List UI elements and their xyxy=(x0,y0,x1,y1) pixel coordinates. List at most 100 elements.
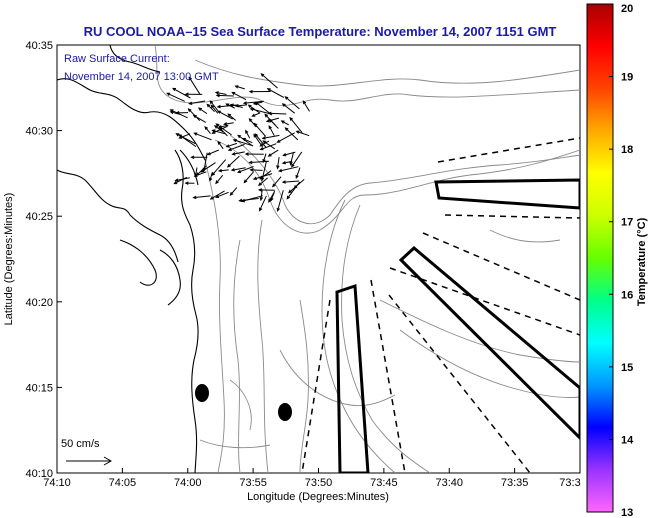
y-axis-ticks: 40:35 40:30 40:25 40:20 40:15 40:10 xyxy=(25,40,62,480)
current-vector-head xyxy=(295,174,299,179)
dashed-transects xyxy=(301,137,580,473)
current-vector xyxy=(268,125,275,136)
current-vector xyxy=(170,111,182,116)
current-vector-head xyxy=(276,139,281,143)
current-vector xyxy=(277,190,284,211)
current-vector-head xyxy=(252,176,257,180)
current-vector-head xyxy=(192,195,197,200)
current-vector-head xyxy=(268,198,272,203)
current-vector-head xyxy=(260,73,265,77)
current-vector-head xyxy=(209,196,214,200)
x-tick-label: 73:50 xyxy=(305,477,333,489)
current-vector-head xyxy=(231,91,236,96)
current-vector xyxy=(211,159,227,176)
station-marker xyxy=(278,403,292,421)
current-vector xyxy=(231,167,246,171)
current-vector xyxy=(219,169,229,172)
current-vector xyxy=(262,140,276,150)
current-vector xyxy=(286,188,296,199)
current-vector-head xyxy=(184,181,189,185)
current-vector-head xyxy=(265,119,270,123)
current-vector xyxy=(259,195,267,211)
current-vector-head xyxy=(208,177,213,182)
current-vector-head xyxy=(261,136,266,140)
current-vector xyxy=(288,179,305,193)
current-vector xyxy=(242,138,253,144)
scale-label: 50 cm/s xyxy=(61,438,100,450)
current-vector xyxy=(239,198,259,202)
current-vector-head xyxy=(267,153,272,157)
current-vector-head xyxy=(289,116,294,121)
current-vector-head xyxy=(237,134,242,139)
y-tick-label: 40:30 xyxy=(25,126,53,138)
current-vector xyxy=(230,187,238,196)
current-vector xyxy=(268,112,287,115)
y-tick-label: 40:20 xyxy=(25,297,53,309)
current-vector-head xyxy=(197,107,202,111)
x-tick-label: 74:05 xyxy=(109,477,137,489)
y-tick-label: 40:25 xyxy=(25,211,53,223)
current-vector xyxy=(250,108,270,115)
current-vector xyxy=(179,133,191,139)
current-vector xyxy=(254,123,267,137)
map-content xyxy=(57,45,580,473)
current-vector xyxy=(255,102,273,116)
bathymetry-contours xyxy=(154,45,580,473)
current-vector xyxy=(201,162,216,173)
current-vector xyxy=(291,151,303,167)
x-tick-label: 74:10 xyxy=(43,477,71,489)
current-vector xyxy=(175,177,190,182)
current-vector-head xyxy=(193,132,198,136)
current-vector-head xyxy=(227,113,232,118)
current-vector xyxy=(198,107,208,115)
current-vector-head xyxy=(238,198,243,203)
current-vector-head xyxy=(242,101,247,105)
current-vector-head xyxy=(169,110,174,115)
current-vector-head xyxy=(211,172,216,177)
colorbar-tick-label: 19 xyxy=(621,72,633,84)
current-vector-head xyxy=(243,179,248,184)
current-vector xyxy=(235,85,245,90)
current-vector xyxy=(215,91,227,95)
current-vector xyxy=(248,104,261,114)
current-vector-head xyxy=(248,160,253,165)
current-vector-head xyxy=(227,147,232,151)
x-axis-label: Longitude (Degrees:Minutes) xyxy=(247,491,389,503)
current-vector-head xyxy=(262,140,267,144)
colorbar-tick-label: 20 xyxy=(621,3,633,15)
current-vector-head xyxy=(249,168,254,172)
x-tick-label: 73:40 xyxy=(435,477,463,489)
current-vector-head xyxy=(204,125,209,130)
figure-title: RU COOL NOAA–15 Sea Surface Temperature:… xyxy=(84,24,557,39)
current-vector xyxy=(264,114,279,129)
current-vector xyxy=(216,123,232,136)
current-vector xyxy=(245,130,251,139)
current-vector-head xyxy=(178,135,183,139)
current-vector xyxy=(210,190,225,200)
current-vector xyxy=(295,167,301,179)
current-vector-head xyxy=(175,111,180,115)
current-vector xyxy=(166,92,186,102)
current-vector xyxy=(207,149,219,156)
current-vector xyxy=(302,100,310,112)
current-vector xyxy=(237,134,254,147)
current-vector-head xyxy=(253,122,258,127)
current-vector-head xyxy=(215,180,219,185)
y-tick-label: 40:10 xyxy=(25,468,53,480)
colorbar-tick-label: 14 xyxy=(621,434,634,446)
current-vector-head xyxy=(229,191,234,196)
current-vector-head xyxy=(257,188,263,192)
current-vector-head xyxy=(247,104,252,109)
current-vector-head xyxy=(278,168,283,173)
current-vector xyxy=(249,160,270,163)
colorbar-tick-label: 16 xyxy=(621,289,633,301)
current-vector-head xyxy=(188,101,193,105)
current-vector-head xyxy=(258,182,262,187)
x-tick-label: 73:35 xyxy=(501,477,529,489)
map-frame xyxy=(56,44,581,474)
current-vector xyxy=(209,100,218,111)
current-vector-head xyxy=(231,152,236,156)
current-vector-head xyxy=(175,133,180,137)
current-vector xyxy=(216,94,234,97)
current-vector xyxy=(237,166,254,173)
